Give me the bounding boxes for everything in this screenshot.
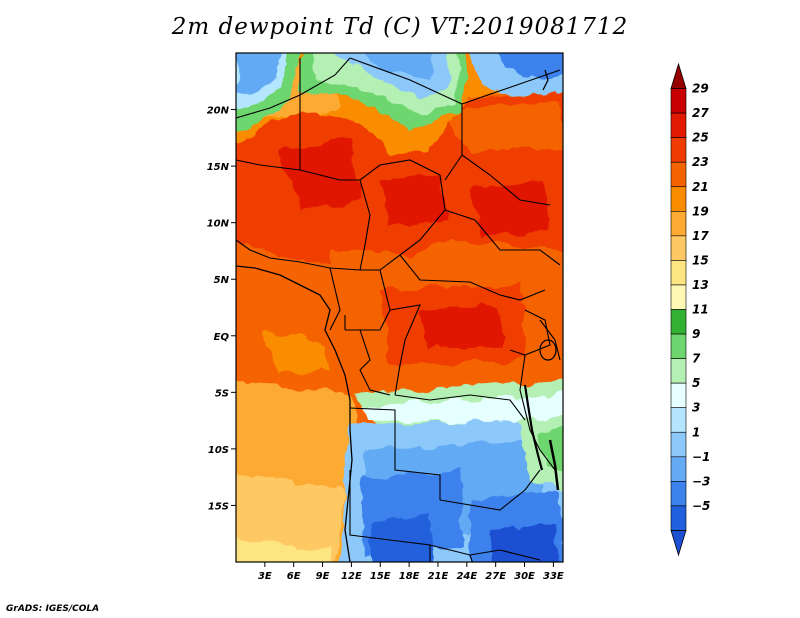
- colorbar-segment: [670, 211, 687, 237]
- x-axis: 3E 6E 9E 12E 15E 18E 21E 24E 27E 30E 33E: [258, 562, 564, 582]
- x-tick-label: 30E: [514, 571, 535, 582]
- x-tick-label: 24E: [456, 571, 477, 582]
- colorbar-segment: [670, 382, 687, 408]
- map-title: 2m dewpoint Td (C) VT:2019081712: [171, 14, 629, 40]
- colorbar-label: −3: [692, 474, 710, 488]
- country-borders: [236, 57, 561, 562]
- colorbar-segment: [670, 112, 687, 138]
- colorbar-segment: [670, 309, 687, 335]
- colorbar-label: 11: [692, 303, 709, 317]
- lake-malawi: [548, 439, 560, 491]
- colorbar-label: 15: [692, 253, 709, 267]
- colorbar-segment: [670, 407, 687, 433]
- colorbar-segment: [670, 456, 687, 482]
- x-tick-label: 6E: [287, 571, 301, 582]
- colorbar-segment: [670, 284, 687, 310]
- y-tick-label: EQ: [214, 332, 230, 343]
- colorbar-label: 13: [692, 278, 709, 292]
- colorbar-segment: [670, 137, 687, 163]
- colorbar: 29 27 25 23 21 19 17 15 13 11 9 7 5 3 1 −1 −3 −5: [670, 62, 710, 557]
- colorbar-label: −1: [692, 450, 710, 464]
- colorbar-top-arrow: [670, 62, 687, 89]
- colorbar-bottom-arrow: [670, 530, 687, 557]
- lake-tanganyika: [523, 384, 544, 471]
- coastline: [236, 265, 353, 562]
- colorbar-label: 19: [692, 204, 709, 218]
- x-tick-label: 27E: [485, 571, 506, 582]
- dewpoint-field: [236, 53, 563, 562]
- x-tick-label: 9E: [316, 571, 330, 582]
- colorbar-label: 1: [692, 425, 700, 439]
- y-tick-label: 10S: [208, 445, 229, 456]
- x-tick-label: 3E: [258, 571, 272, 582]
- colorbar-segment: [670, 88, 687, 114]
- colorbar-label: 9: [692, 327, 700, 341]
- colorbar-segment: [670, 235, 687, 261]
- x-tick-label: 12E: [341, 571, 362, 582]
- x-tick-label: 18E: [399, 571, 420, 582]
- colorbar-label: 3: [692, 401, 700, 415]
- colorbar-label: 7: [692, 352, 701, 366]
- colorbar-segment: [670, 481, 687, 507]
- y-tick-label: 10N: [207, 219, 230, 230]
- colorbar-label: −5: [692, 499, 710, 513]
- y-tick-label: 20N: [207, 106, 230, 117]
- colorbar-label: 21: [692, 180, 709, 194]
- y-tick-label: 5S: [215, 388, 229, 399]
- plot-frame: [235, 52, 564, 563]
- colorbar-label: 29: [692, 82, 709, 96]
- colorbar-label: 5: [692, 376, 700, 390]
- colorbar-segment: [670, 431, 687, 458]
- colorbar-segment: [670, 260, 687, 286]
- colorbar-label: 27: [692, 106, 709, 120]
- footer-credit: GrADS: IGES/COLA: [6, 604, 100, 614]
- colorbar-segment: [670, 358, 687, 384]
- colorbar-label: 23: [692, 155, 709, 169]
- x-tick-label: 15E: [370, 571, 391, 582]
- x-tick-label: 21E: [428, 571, 449, 582]
- colorbar-label: 25: [692, 131, 709, 145]
- colorbar-segment: [670, 161, 687, 188]
- y-tick-label: 5N: [214, 275, 230, 286]
- colorbar-segment: [670, 333, 687, 359]
- y-tick-label: 15N: [207, 162, 230, 173]
- y-tick-label: 15S: [208, 501, 229, 512]
- lake-victoria: [539, 339, 557, 361]
- x-tick-label: 33E: [543, 571, 564, 582]
- y-axis: 20N 15N 10N 5N EQ 5S 10S 15S: [207, 106, 236, 512]
- colorbar-segment: [670, 186, 687, 212]
- colorbar-label: 17: [692, 229, 709, 243]
- colorbar-segment: [670, 505, 687, 531]
